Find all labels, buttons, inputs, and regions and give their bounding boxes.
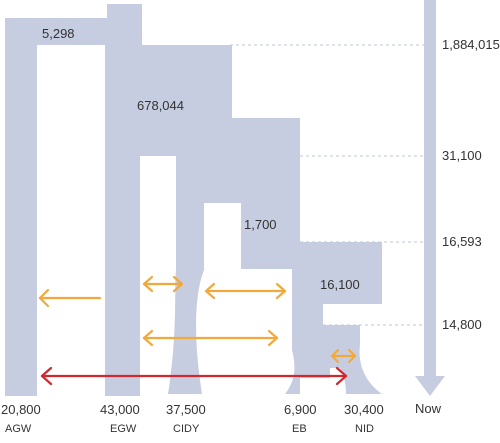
nid-ne-label: 16,100 xyxy=(320,277,360,292)
migration-cidy-eb-arrow xyxy=(204,282,287,300)
egw-ne-label: 678,044 xyxy=(137,98,184,113)
root-top-stub xyxy=(107,4,142,18)
now-arrow-shaft xyxy=(424,0,436,378)
population-tree xyxy=(5,0,445,396)
recent-gene-flow-arrow xyxy=(40,366,348,386)
time-label-1: 1,884,015 xyxy=(442,37,500,52)
eb-block xyxy=(241,242,301,269)
time-guides xyxy=(230,44,424,326)
migration-egw-cidy-arrow xyxy=(142,275,184,293)
migration-arrows xyxy=(38,275,357,386)
agw-size: 20,800 xyxy=(1,402,41,417)
now-arrow-head xyxy=(415,376,445,396)
population-labels: 20,800 AGW 43,000 EGW 37,500 CIDY 6,900 … xyxy=(1,402,384,435)
cidy-size: 37,500 xyxy=(166,402,206,417)
root-ancestor-block xyxy=(5,4,142,45)
root-ne-label: 5,298 xyxy=(42,26,75,41)
egw-ancestor-block xyxy=(105,45,300,156)
time-label-4: 14,800 xyxy=(442,317,482,332)
egw-size: 43,000 xyxy=(100,402,140,417)
migration-nid-arrow xyxy=(330,348,357,364)
egw-name: EGW xyxy=(110,423,137,435)
agw-name: AGW xyxy=(5,423,32,435)
nid-size: 30,400 xyxy=(344,402,384,417)
eb-name: EB xyxy=(292,423,307,435)
agw-branch xyxy=(5,18,37,396)
migration-egw-to-agw-arrow xyxy=(38,288,102,308)
eb-size: 6,900 xyxy=(284,402,317,417)
now-label: Now xyxy=(415,401,442,416)
egw-branch xyxy=(105,45,140,396)
time-label-2: 31,100 xyxy=(442,148,482,163)
eb-nid-ancestor-block xyxy=(241,203,382,394)
eb-nid-ne-label: 1,700 xyxy=(244,217,277,232)
cidy-name: CIDY xyxy=(173,423,200,435)
nid-name: NID xyxy=(355,423,374,435)
time-label-3: 16,593 xyxy=(442,234,482,249)
cidy-ancestor-block xyxy=(168,156,300,394)
migration-egw-eb-arrow xyxy=(142,329,279,347)
